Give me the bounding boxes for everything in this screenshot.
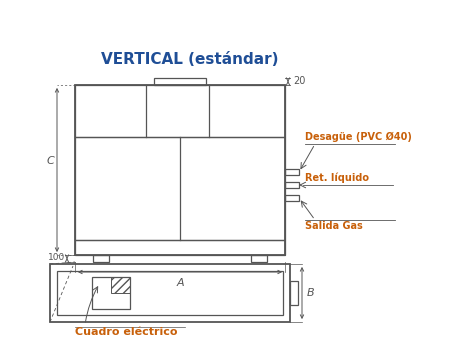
Bar (75, 85, 285, 137)
Text: 20: 20 (293, 77, 306, 86)
Bar (290, 281, 298, 304)
Bar (251, 255, 267, 262)
Bar (75, 137, 285, 240)
Bar (50, 264, 290, 322)
Text: C: C (46, 156, 54, 167)
Text: B: B (307, 288, 315, 298)
Bar (154, 78, 206, 85)
Bar (285, 182, 299, 188)
Bar (92, 277, 130, 309)
Text: Cuadro eléctrico: Cuadro eléctrico (75, 327, 177, 337)
Bar (285, 169, 299, 175)
Bar (57, 271, 283, 315)
Text: 100: 100 (48, 253, 65, 262)
Bar (285, 195, 299, 201)
Text: A: A (176, 278, 184, 288)
Bar (75, 85, 285, 255)
Text: Salida Gas: Salida Gas (305, 221, 363, 231)
Text: Desagüe (PVC Ø40): Desagüe (PVC Ø40) (305, 132, 412, 142)
Bar (111, 277, 130, 293)
Text: Ret. líquido: Ret. líquido (305, 173, 369, 183)
Bar (75, 240, 285, 255)
Bar (93, 255, 109, 262)
Text: VERTICAL (estándar): VERTICAL (estándar) (101, 52, 279, 68)
